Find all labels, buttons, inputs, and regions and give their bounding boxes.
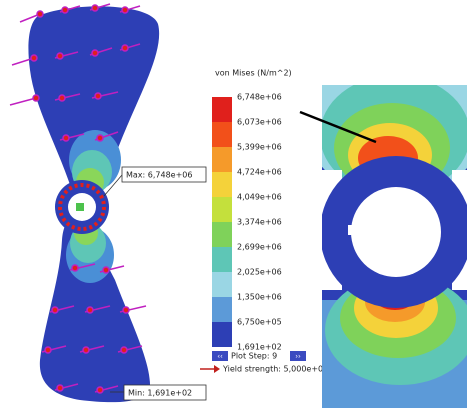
- max-callout: Max: 6,748e+06: [104, 167, 206, 196]
- propeller-model: [28, 6, 159, 402]
- next-icon: ››: [295, 353, 301, 361]
- legend-title: von Mises (N/m^2): [215, 69, 292, 78]
- prev-icon: ‹‹: [217, 353, 223, 361]
- legend-label: 1,350e+06: [237, 293, 282, 302]
- yield-strength: Yield strength: 5,000e+07: [222, 365, 328, 374]
- legend-label: 4,724e+06: [237, 168, 282, 177]
- legend-label: 1,691e+02: [237, 343, 282, 352]
- min-label: Min: 1,691e+02: [128, 389, 192, 398]
- legend-label: 3,374e+06: [237, 218, 282, 227]
- min-callout: Min: 1,691e+02: [110, 385, 206, 400]
- legend-label: 6,073e+06: [237, 118, 282, 127]
- legend-label: 6,750e+05: [237, 318, 282, 327]
- legend-label: 2,699e+06: [237, 243, 282, 252]
- max-label: Max: 6,748e+06: [126, 171, 192, 180]
- legend-label: 2,025e+06: [237, 268, 282, 277]
- legend-label: 4,049e+06: [237, 193, 282, 202]
- stress-plot: Max: 6,748e+06 Min: 1,691e+02 von Mises …: [0, 0, 467, 408]
- detail-view: [305, 40, 467, 408]
- legend-label: 6,748e+06: [237, 93, 282, 102]
- legend-label: 5,399e+06: [237, 143, 282, 152]
- plot-step: Plot Step: 9: [231, 352, 277, 361]
